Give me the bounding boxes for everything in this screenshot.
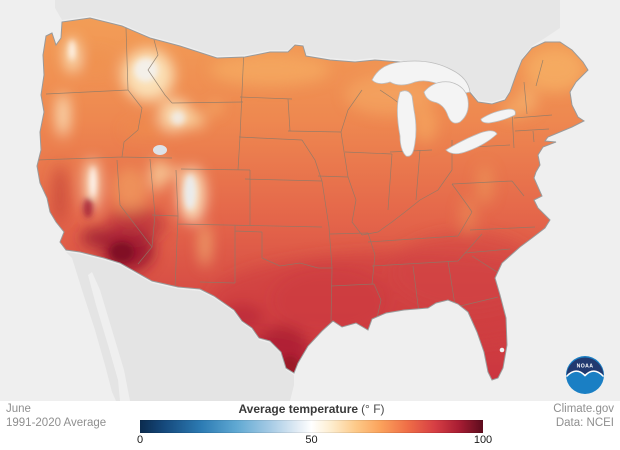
month-label: June [6,403,31,415]
legend-unit: (° F) [361,402,385,416]
legend-title-text: Average temperature [238,402,359,416]
site-credit: Climate.gov [553,403,614,415]
colorbar [140,420,483,433]
source-attribution: Climate.gov Data: NCEI [553,403,614,430]
noaa-gull-icon [566,370,604,377]
tick-50: 50 [305,434,318,446]
canada-landmass [55,0,560,102]
data-credit: Data: NCEI [555,416,614,429]
noaa-logo-text: NOAA [577,364,594,370]
footer-bar: June 1991-2020 Average Average temperatu… [0,401,620,450]
noaa-logo: NOAA [566,356,604,394]
great-salt-lake [153,145,167,155]
colorbar-ticks: 0 50 100 [136,434,492,448]
lake-erie [445,130,498,155]
lake-michigan [396,90,417,157]
tick-100: 100 [473,434,493,446]
map-area: NOAA [0,0,620,401]
lake-ontario [480,108,516,124]
lake-okeechobee [499,347,505,353]
lake-huron [423,81,469,124]
temperature-legend: Average temperature (° F) 0 50 100 [136,401,492,448]
state-borders [37,27,553,323]
us-temperature-map: NOAA [0,0,620,401]
tick-0: 0 [136,434,144,446]
legend-title: Average temperature (° F) [140,402,483,416]
great-lakes [371,60,516,157]
period-label: 1991-2020 Average [6,416,107,429]
mexico-landmass [66,252,294,401]
period-attribution: June 1991-2020 Average [6,403,106,430]
